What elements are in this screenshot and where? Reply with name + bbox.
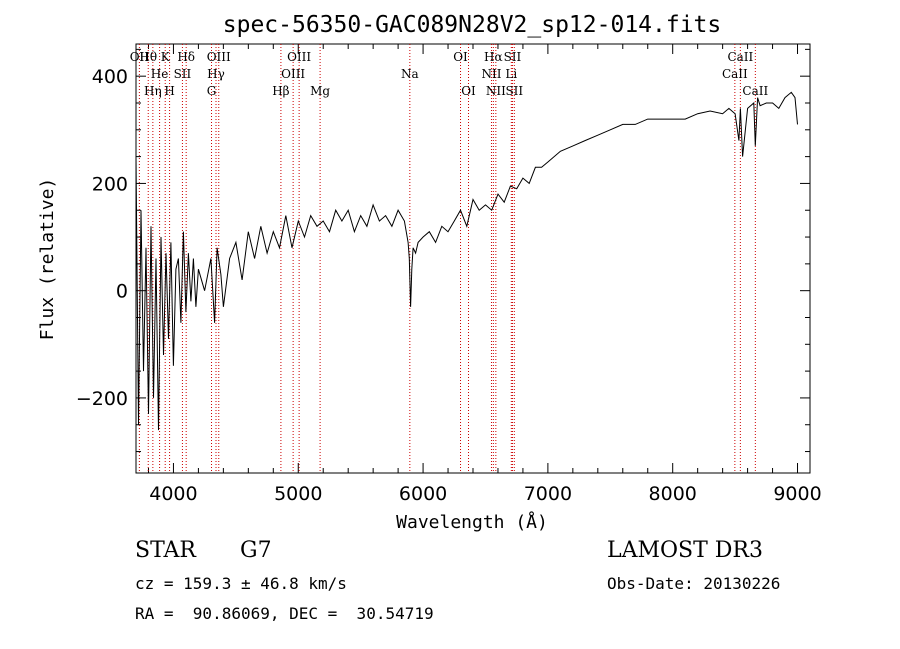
x-axis-label: Wavelength (Å)	[396, 511, 548, 533]
spectral-line-label: NII	[486, 84, 506, 98]
redshift-velocity: cz = 159.3 ± 46.8 km/s	[135, 574, 347, 593]
spectral-line-label: Hγ	[207, 67, 225, 81]
spectral-line-label: Hη	[144, 84, 162, 98]
spectral-line-label: He	[151, 67, 169, 81]
x-tick-label: 6000	[399, 483, 447, 505]
spectral-line-label: Hβ	[272, 84, 289, 98]
plot-frame	[135, 43, 811, 474]
spectral-line-label: SII	[505, 84, 523, 98]
spectral-line-label: Li	[505, 67, 517, 81]
chart-title: spec-56350-GAC089N28V2_sp12-014.fits	[223, 12, 722, 38]
x-tick-label: 5000	[274, 483, 322, 505]
spectral-line-label: OIII	[207, 50, 231, 64]
x-tick-label: 4000	[149, 483, 197, 505]
spectral-line-label: SII	[504, 50, 522, 64]
spectral-line-label: OI	[453, 50, 468, 64]
spectral-line-label: CaII	[742, 84, 768, 98]
spectral-line-label: NII	[481, 67, 501, 81]
axis-ticks: 4000 5000 6000 7000 8000 9000 −200 0 200 400	[76, 44, 822, 505]
spectral-line-label: Mg	[310, 84, 330, 98]
spectral-line-label: G	[207, 84, 217, 98]
spectral-line-markers	[138, 44, 756, 473]
spectral-line-label: OII	[130, 50, 150, 64]
x-tick-label: 7000	[524, 483, 572, 505]
sky-coordinates: RA = 90.86069, DEC = 30.54719	[135, 604, 434, 623]
spectral-line-label: SII	[174, 67, 192, 81]
observation-date: Obs-Date: 20130226	[607, 574, 781, 593]
spectral-line-label: Hα	[484, 50, 503, 64]
x-tick-label: 8000	[649, 483, 697, 505]
object-subclass: G7	[240, 538, 272, 563]
survey-name: LAMOST DR3	[607, 538, 763, 563]
y-tick-label: 400	[92, 66, 128, 88]
y-tick-label: 200	[92, 173, 128, 195]
spectral-line-label: OIII	[287, 50, 311, 64]
flux-series-line	[135, 91, 798, 431]
y-tick-label: 0	[116, 281, 128, 303]
spectral-line-label: OI	[461, 84, 476, 98]
spectral-line-label: Hδ	[177, 50, 195, 64]
spectral-line-label: CaII	[722, 67, 748, 81]
x-tick-label: 9000	[773, 483, 821, 505]
spectral-line-label: Na	[401, 67, 419, 81]
spectral-line-label: K	[161, 50, 171, 64]
y-tick-label: −200	[76, 388, 128, 410]
spectral-line-label: H	[164, 84, 174, 98]
spectral-line-label: OIII	[281, 67, 305, 81]
spectral-line-label: CaII	[727, 50, 753, 64]
spectral-line-label: Hθ	[139, 50, 157, 64]
spectral-line-labels: OIIHθHηHeKHSIIHδGHγOIIIHβOIIIOIIIMgNaOIO…	[130, 50, 769, 98]
object-class: STAR	[135, 538, 196, 563]
y-axis-label: Flux (relative)	[37, 178, 58, 341]
